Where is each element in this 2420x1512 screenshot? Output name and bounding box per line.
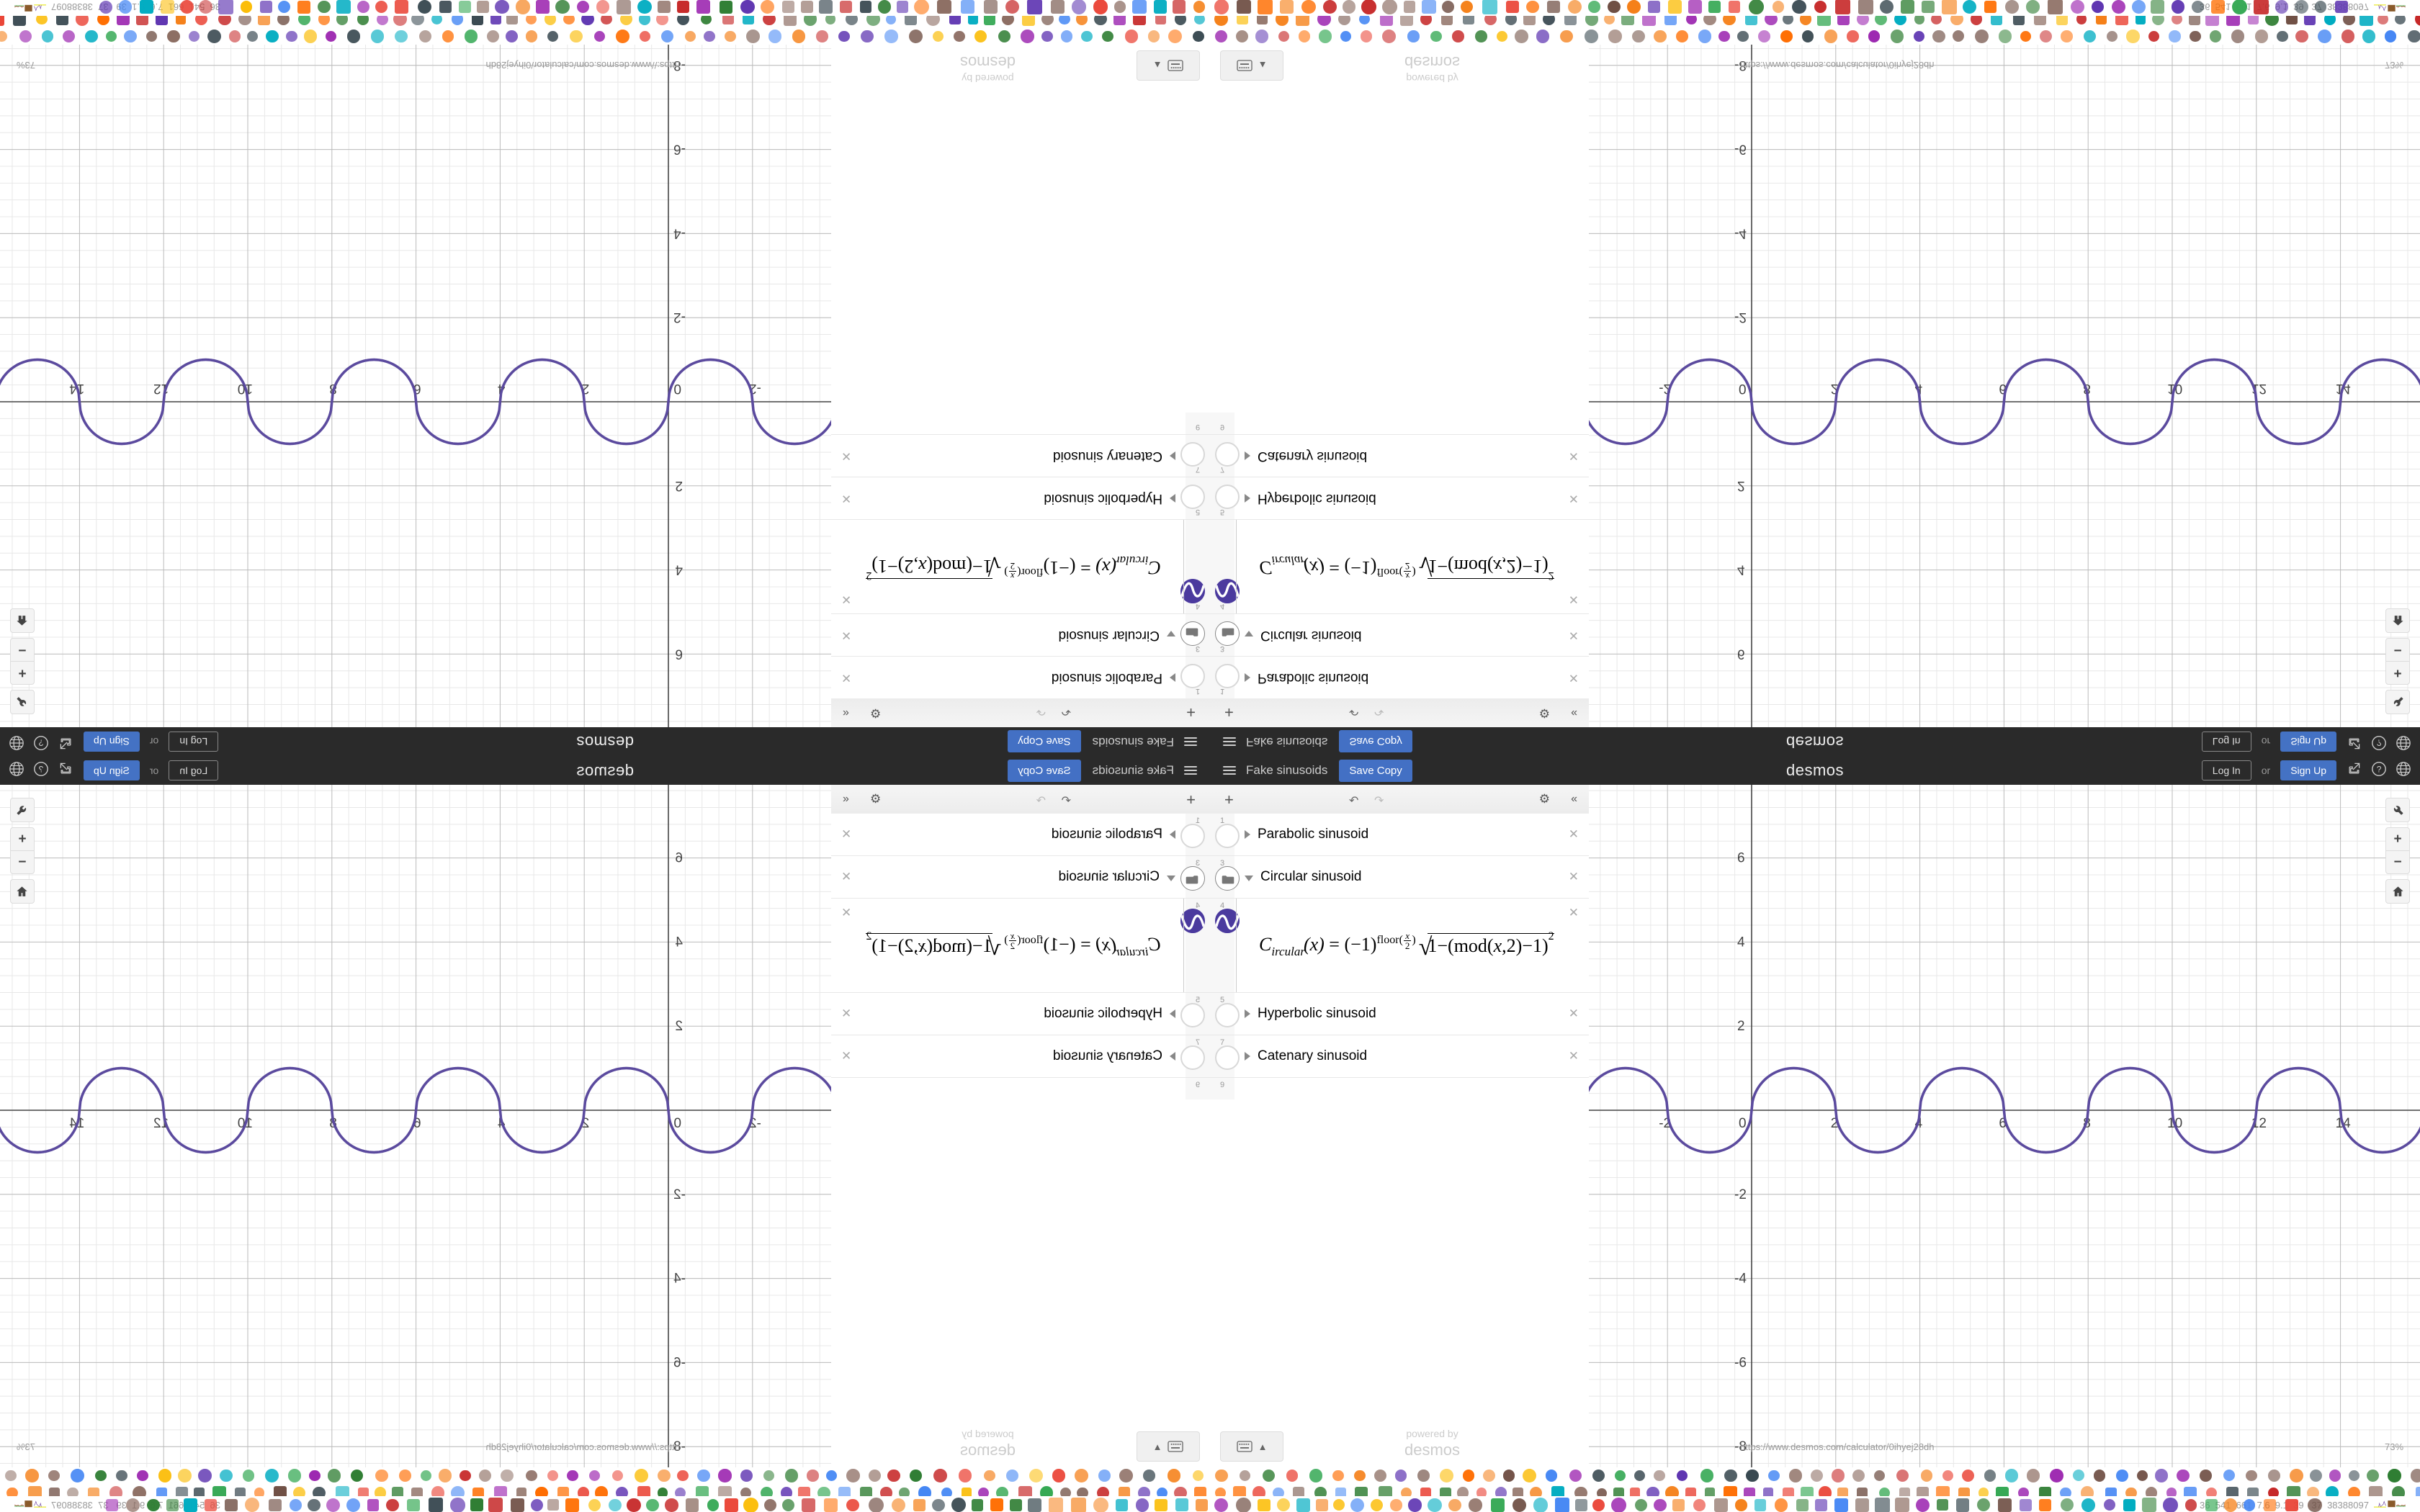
svg-text:-8: -8 xyxy=(673,1439,686,1454)
svg-text:0: 0 xyxy=(1739,381,1747,396)
svg-text:-6: -6 xyxy=(673,142,686,157)
svg-text:4: 4 xyxy=(675,562,683,577)
svg-text:-2: -2 xyxy=(673,310,686,325)
svg-text:-2: -2 xyxy=(1734,1187,1747,1202)
svg-text:-6: -6 xyxy=(1734,1355,1747,1370)
svg-text:0: 0 xyxy=(1739,1116,1747,1131)
svg-text:-8: -8 xyxy=(1734,1439,1747,1454)
svg-text:0: 0 xyxy=(673,1116,681,1131)
svg-text:?: ? xyxy=(38,738,43,748)
svg-text:2: 2 xyxy=(675,478,683,493)
svg-text:6: 6 xyxy=(1737,851,1745,866)
svg-text:-2: -2 xyxy=(673,1187,686,1202)
svg-text:2: 2 xyxy=(1737,1019,1745,1034)
svg-text:4: 4 xyxy=(675,935,683,950)
svg-text:-8: -8 xyxy=(673,58,686,73)
svg-text:-8: -8 xyxy=(1734,58,1747,73)
svg-text:6: 6 xyxy=(1737,646,1745,661)
svg-text:4: 4 xyxy=(1737,562,1745,577)
svg-text:?: ? xyxy=(38,764,43,774)
svg-text:-6: -6 xyxy=(673,1355,686,1370)
svg-text:-2: -2 xyxy=(1734,310,1747,325)
svg-text:-6: -6 xyxy=(1734,142,1747,157)
svg-text:6: 6 xyxy=(675,851,683,866)
svg-text:2: 2 xyxy=(1737,478,1745,493)
svg-text:-4: -4 xyxy=(1734,1272,1747,1287)
svg-text:?: ? xyxy=(2377,764,2382,774)
svg-text:2: 2 xyxy=(675,1019,683,1034)
svg-text:-4: -4 xyxy=(673,225,686,240)
svg-text:4: 4 xyxy=(1737,935,1745,950)
svg-text:0: 0 xyxy=(673,381,681,396)
svg-text:6: 6 xyxy=(675,646,683,661)
svg-text:-4: -4 xyxy=(673,1272,686,1287)
svg-text:-4: -4 xyxy=(1734,225,1747,240)
svg-text:?: ? xyxy=(2377,738,2382,748)
